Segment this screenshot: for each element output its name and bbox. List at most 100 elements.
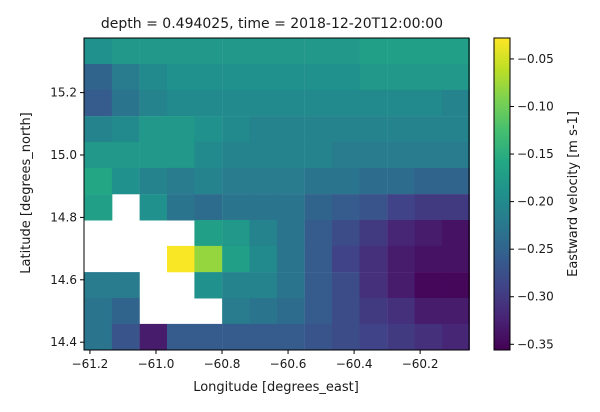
heatmap-cell — [139, 64, 168, 91]
heatmap-cell — [276, 167, 305, 195]
x-tick-label: −60.8 — [204, 357, 241, 371]
heatmap-cell — [249, 89, 278, 117]
colorbar-tick-label: −0.15 — [517, 147, 554, 161]
heatmap-cell — [414, 38, 443, 65]
heatmap-cell — [414, 323, 443, 351]
heatmap-cell — [111, 64, 140, 91]
heatmap-cell — [304, 272, 333, 299]
heatmap-cell — [442, 323, 470, 351]
heatmap-cell — [166, 167, 195, 195]
heatmap-cell — [276, 323, 305, 351]
heatmap-cell — [414, 167, 443, 195]
heatmap-cell — [222, 64, 251, 91]
heatmap-cell — [332, 220, 360, 247]
heatmap-cell — [332, 245, 360, 273]
heatmap-cell — [276, 245, 305, 273]
heatmap-cell — [276, 220, 305, 247]
heatmap-cell — [111, 38, 140, 65]
heatmap-cell — [111, 142, 140, 169]
colorbar-gradient — [493, 37, 511, 351]
heatmap-cell — [387, 298, 416, 325]
heatmap-cell — [359, 272, 388, 299]
colorbar-tick-label: −0.35 — [517, 337, 554, 351]
heatmap-cell — [249, 167, 278, 195]
heatmap-cell — [304, 142, 333, 169]
heatmap-cell — [222, 194, 251, 221]
heatmap-cell — [194, 89, 223, 117]
heatmap-cell — [387, 220, 416, 247]
heatmap-cell — [222, 167, 251, 195]
heatmap-cell — [222, 89, 251, 117]
heatmap-cell — [387, 64, 416, 91]
heatmap-cell — [332, 323, 360, 351]
heatmap-cell — [442, 89, 470, 117]
heatmap-cell — [414, 116, 443, 143]
heatmap-cell — [387, 323, 416, 351]
heatmap-cell — [304, 167, 333, 195]
heatmap-cell — [442, 142, 470, 169]
heatmap-cell — [166, 323, 195, 351]
heatmap-cell — [194, 64, 223, 91]
heatmap-cell — [111, 323, 140, 351]
heatmap-cell — [359, 38, 388, 65]
y-axis: 14.4 14.6 14.8 15.0 15.2 — [50, 86, 84, 349]
heatmap-cell — [359, 298, 388, 325]
heatmap-cell — [414, 298, 443, 325]
heatmap-cell — [414, 194, 443, 221]
y-tick-label: 14.4 — [50, 335, 77, 349]
y-axis-label: Latitude [degrees_north] — [19, 112, 34, 273]
heatmap-cell — [359, 64, 388, 91]
heatmap-cell — [166, 38, 195, 65]
heatmap-cell — [222, 38, 251, 65]
chart-title: depth = 0.494025, time = 2018-12-20T12:0… — [101, 16, 443, 32]
heatmap-cell — [166, 194, 195, 221]
colorbar-tick-label: −0.30 — [517, 290, 554, 304]
heatmap-cell — [304, 245, 333, 273]
heatmap-cell — [304, 116, 333, 143]
heatmap-cell — [84, 272, 113, 299]
heatmap-cell — [249, 298, 278, 325]
heatmap-cell — [111, 167, 140, 195]
heatmap-cell — [359, 245, 388, 273]
heatmap-cell — [139, 116, 168, 143]
x-tick-label: −60.2 — [402, 357, 439, 371]
colorbar-tick-label: −0.10 — [517, 99, 554, 113]
heatmap-cell — [276, 272, 305, 299]
heatmap-cell — [304, 220, 333, 247]
heatmap-cell — [359, 116, 388, 143]
heatmap-cell — [359, 323, 388, 351]
heatmap-cell — [222, 220, 251, 247]
heatmap-cell — [442, 298, 470, 325]
heatmap-plot-area — [83, 37, 470, 351]
y-tick-label: 15.2 — [50, 86, 77, 100]
heatmap-cell — [332, 142, 360, 169]
heatmap-cell — [194, 116, 223, 143]
heatmap-cell — [84, 194, 113, 221]
heatmap-cell — [304, 298, 333, 325]
plot-frame — [83, 37, 470, 351]
heatmap-cell — [442, 116, 470, 143]
heatmap-cell — [387, 38, 416, 65]
heatmap-cell — [414, 89, 443, 117]
heatmap-cell — [332, 272, 360, 299]
heatmap-cell — [249, 38, 278, 65]
x-tick-label: −60.4 — [336, 357, 373, 371]
heatmap-cell — [359, 194, 388, 221]
heatmap-cell — [387, 167, 416, 195]
heatmap-cell — [387, 142, 416, 169]
heatmap-cell — [387, 116, 416, 143]
heatmap-cells — [84, 38, 470, 351]
heatmap-cell — [166, 89, 195, 117]
colorbar-tick-label: −0.05 — [517, 52, 554, 66]
y-tick-label: 15.0 — [50, 148, 77, 162]
heatmap-cell — [304, 323, 333, 351]
heatmap-cell — [442, 220, 470, 247]
heatmap-cell — [249, 220, 278, 247]
colorbar-tick-label: −0.25 — [517, 242, 554, 256]
heatmap-cell — [249, 64, 278, 91]
heatmap-cell — [249, 194, 278, 221]
heatmap-cell — [84, 89, 113, 117]
heatmap-cell — [249, 116, 278, 143]
heatmap-cell — [111, 272, 140, 299]
heatmap-cell — [139, 142, 168, 169]
